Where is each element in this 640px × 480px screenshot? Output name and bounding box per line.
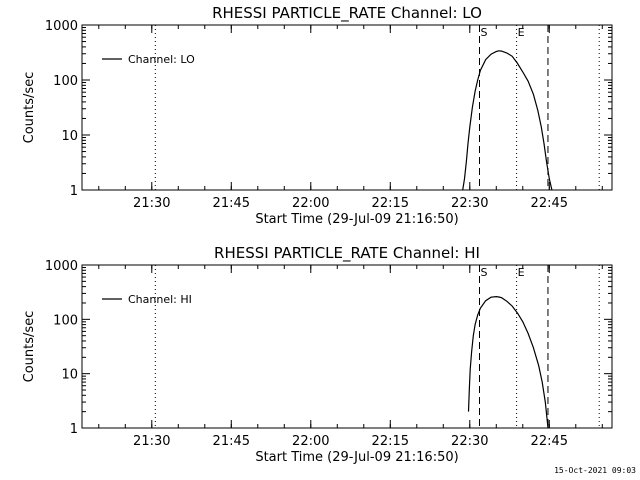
y-axis-label: Counts/sec [22,311,37,383]
x-tick-label: 22:15 [372,434,409,449]
x-axis-label: Start Time (29-Jul-09 21:16:50) [255,450,458,465]
y-tick-label: 1 [70,184,78,199]
x-tick-label: 22:45 [531,196,568,211]
footer-timestamp: 15-Oct-2021 09:03 [554,466,636,475]
y-tick-label: 1000 [45,259,78,274]
x-tick-label: 22:30 [451,434,488,449]
legend-label: Channel: LO [128,53,195,66]
time-marker-label: S [481,266,488,279]
y-tick-label: 100 [53,74,78,89]
y-tick-label: 10 [61,368,78,383]
y-tick-label: 1 [70,422,78,437]
x-tick-label: 22:00 [292,434,329,449]
plot-frame [81,24,613,191]
x-tick-label: 21:45 [213,434,250,449]
time-marker-label: S [481,26,488,39]
legend-label: Channel: HI [128,293,192,306]
chart-title: RHESSI PARTICLE_RATE Channel: HI [214,244,480,263]
chart-title: RHESSI PARTICLE_RATE Channel: LO [212,4,482,23]
time-marker-label: E [518,266,525,279]
time-marker-label: E [518,26,525,39]
x-tick-label: 21:30 [133,196,170,211]
plot-frame [81,264,613,429]
series-line [467,295,549,429]
y-tick-label: 10 [61,129,78,144]
x-axis-label: Start Time (29-Jul-09 21:16:50) [255,212,458,227]
chart-panel-1: RHESSI PARTICLE_RATE Channel: LO 1 10 100 10… [22,4,613,227]
x-tick-label: 21:45 [213,196,250,211]
x-tick-label: 22:00 [292,196,329,211]
x-tick-label: 21:30 [133,434,170,449]
x-tick-label: 22:15 [372,196,409,211]
y-tick-label: 1000 [45,19,78,34]
x-tick-label: 22:45 [531,434,568,449]
x-tick-label: 22:30 [451,196,488,211]
series-line [462,50,553,191]
y-tick-label: 100 [53,313,78,328]
y-axis-label: Counts/sec [22,72,37,144]
chart-panel-2: RHESSI PARTICLE_RATE Channel: HI 1 10 100 10… [22,244,613,465]
